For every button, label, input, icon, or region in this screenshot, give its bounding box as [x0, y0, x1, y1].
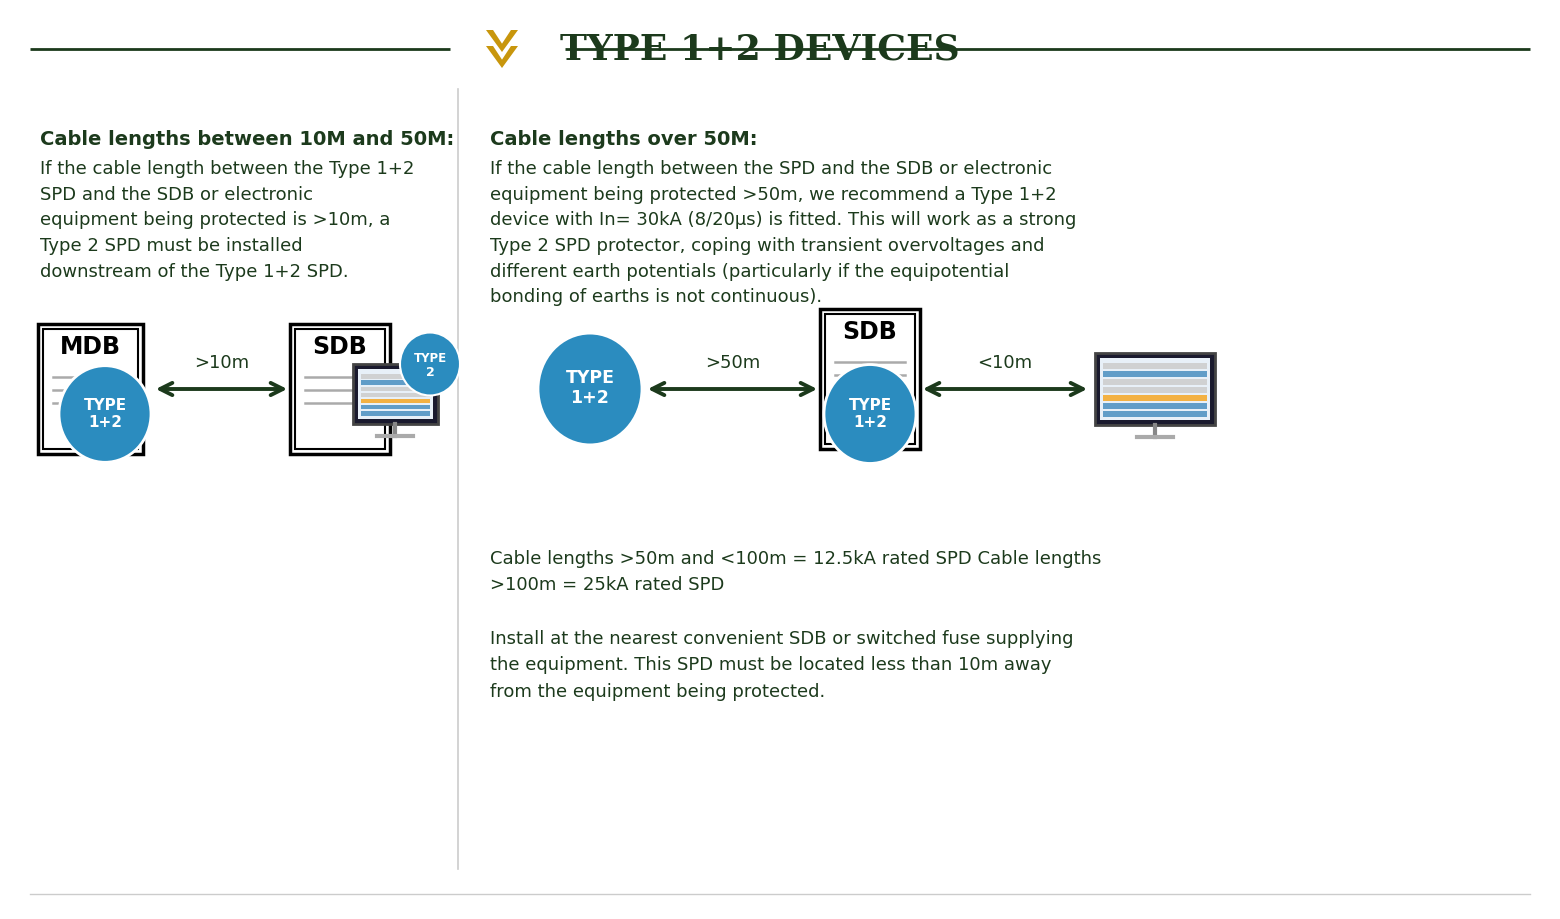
Bar — [360, 375, 429, 380]
Bar — [1103, 412, 1207, 417]
Text: TYPE: TYPE — [413, 352, 446, 365]
Ellipse shape — [538, 334, 643, 446]
Text: TYPE: TYPE — [565, 369, 615, 387]
Bar — [1103, 396, 1207, 402]
Text: Cable lengths between 10M and 50M:: Cable lengths between 10M and 50M: — [41, 130, 454, 149]
Bar — [1103, 404, 1207, 410]
Text: TYPE: TYPE — [83, 397, 126, 412]
FancyBboxPatch shape — [290, 324, 390, 455]
Bar — [360, 387, 429, 391]
Text: TYPE 1+2 DEVICES: TYPE 1+2 DEVICES — [560, 33, 959, 67]
Polygon shape — [487, 31, 518, 53]
Text: 2: 2 — [426, 365, 434, 378]
FancyBboxPatch shape — [37, 324, 142, 455]
Text: MDB: MDB — [59, 335, 120, 358]
Bar — [1103, 380, 1207, 386]
Text: Install at the nearest convenient SDB or switched fuse supplying
the equipment. : Install at the nearest convenient SDB or… — [490, 630, 1073, 700]
Bar — [360, 405, 429, 410]
Text: If the cable length between the SPD and the SDB or electronic
equipment being pr: If the cable length between the SPD and … — [490, 160, 1076, 306]
Text: Cable lengths >50m and <100m = 12.5kA rated SPD Cable lengths
>100m = 25kA rated: Cable lengths >50m and <100m = 12.5kA ra… — [490, 550, 1101, 594]
FancyBboxPatch shape — [353, 365, 437, 424]
Bar — [360, 393, 429, 398]
FancyBboxPatch shape — [821, 310, 920, 449]
Text: Cable lengths over 50M:: Cable lengths over 50M: — [490, 130, 758, 149]
Bar — [1103, 364, 1207, 369]
Bar — [360, 381, 429, 385]
FancyBboxPatch shape — [1095, 354, 1215, 425]
Ellipse shape — [399, 333, 460, 396]
Text: SDB: SDB — [312, 335, 367, 358]
FancyBboxPatch shape — [42, 330, 137, 449]
FancyBboxPatch shape — [357, 370, 432, 419]
Ellipse shape — [59, 367, 151, 463]
Text: <10m: <10m — [978, 354, 1033, 371]
Text: 1+2: 1+2 — [87, 415, 122, 430]
FancyBboxPatch shape — [295, 330, 385, 449]
Text: TYPE: TYPE — [849, 397, 892, 412]
FancyBboxPatch shape — [825, 314, 916, 445]
Text: 1+2: 1+2 — [571, 389, 610, 406]
Bar — [360, 400, 429, 403]
FancyBboxPatch shape — [1100, 358, 1211, 421]
Bar — [1103, 388, 1207, 393]
Polygon shape — [487, 47, 518, 69]
Ellipse shape — [824, 365, 916, 464]
Text: SDB: SDB — [842, 320, 897, 344]
Text: 1+2: 1+2 — [853, 415, 888, 430]
Bar — [1103, 372, 1207, 378]
Text: >50m: >50m — [705, 354, 760, 371]
Bar — [360, 412, 429, 416]
Text: If the cable length between the Type 1+2
SPD and the SDB or electronic
equipment: If the cable length between the Type 1+2… — [41, 160, 415, 280]
Text: >10m: >10m — [193, 354, 250, 371]
